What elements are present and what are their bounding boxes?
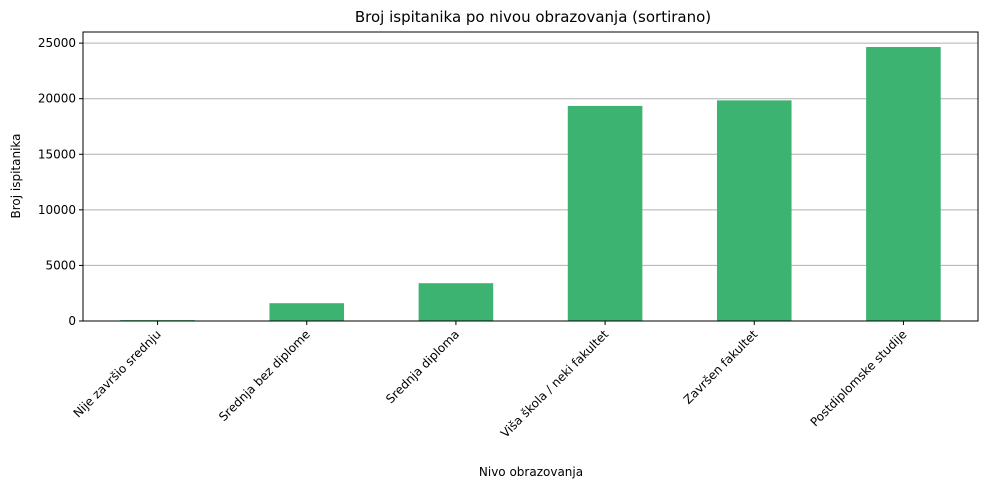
x-tick-label: Viša škola / neki fakultet xyxy=(498,327,611,440)
bar xyxy=(866,47,941,321)
y-axis-label: Broj ispitanika xyxy=(9,133,23,218)
bar xyxy=(269,303,345,321)
y-tick-label: 10000 xyxy=(38,203,76,217)
y-tick-label: 25000 xyxy=(38,36,76,50)
x-tick-label: Postdiplomske studije xyxy=(808,327,910,429)
x-axis-ticks: Nije završio srednju Srednja bez diplome S… xyxy=(71,321,910,440)
x-tick-label: Završen fakultet xyxy=(681,327,761,407)
x-tick-label: Srednja bez diplome xyxy=(216,327,313,424)
x-tick-label: Srednja diploma xyxy=(383,327,462,406)
x-axis-label: Nivo obrazovanja xyxy=(479,465,583,479)
bars xyxy=(120,47,941,322)
y-tick-label: 0 xyxy=(68,314,76,328)
chart-title: Broj ispitanika po nivou obrazovanja (so… xyxy=(355,8,711,26)
bar xyxy=(716,100,792,321)
bar xyxy=(418,283,494,321)
gridlines xyxy=(83,42,978,266)
y-tick-label: 15000 xyxy=(38,147,76,161)
x-tick-label: Nije završio srednju xyxy=(71,327,164,420)
y-axis-ticks: 0 5000 10000 15000 20000 25000 xyxy=(38,36,83,328)
y-tick-label: 5000 xyxy=(45,258,76,272)
plot-frame xyxy=(82,31,979,322)
y-tick-label: 20000 xyxy=(38,92,76,106)
bar xyxy=(567,105,643,322)
